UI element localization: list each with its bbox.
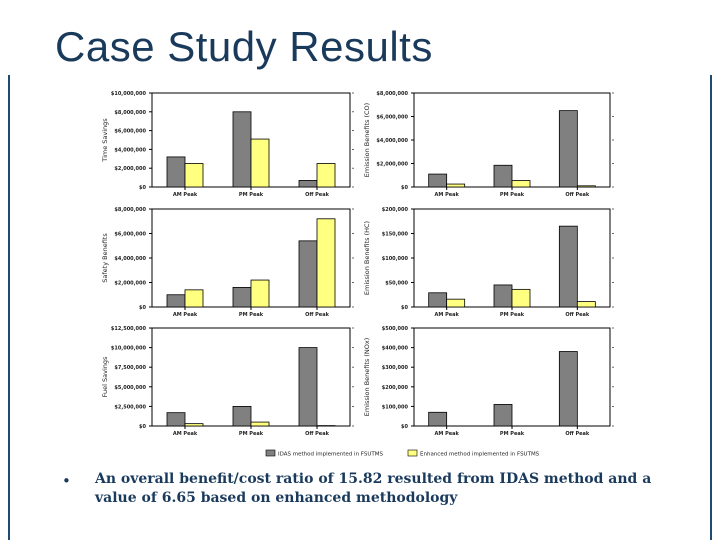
chart-3-bar-enhanced-1	[184, 289, 204, 308]
chart-1-bar-enhanced-3	[316, 163, 336, 188]
chart-4-bar-enhanced-1	[446, 298, 466, 308]
chart-1-x-tick-label: PM Peak	[239, 192, 264, 198]
chart-4-x-tick-label: PM Peak	[500, 312, 525, 318]
chart-3-y-tick-label: $4,000,000	[114, 256, 146, 262]
chart-6-bar-idas-1	[428, 411, 448, 427]
chart-5-y-tick-label: $2,500,000	[114, 404, 146, 410]
title-band	[0, 0, 720, 75]
chart-4-y-tick-label: $50,000	[385, 281, 408, 287]
chart-5-bar-enhanced-1	[184, 423, 204, 427]
chart-4-bar-idas-1	[428, 292, 448, 308]
chart-3-y-tick-label: $6,000,000	[114, 232, 146, 238]
bullet-marker: •	[62, 472, 71, 490]
chart-2-x-tick-label: AM Peak	[434, 192, 459, 198]
conclusion-text: An overall benefit/cost ratio of 15.82 r…	[95, 471, 652, 506]
chart-2-bar-idas-1	[428, 173, 448, 188]
legend-label-idas: IDAS method implemented in FSUTMS	[278, 452, 383, 458]
chart-4-x-tick-label: Off Peak	[565, 312, 589, 318]
slide-content-area: $0 $2,000,000 $4,000,000 $6,000,000 $8,000,0…	[8, 75, 712, 540]
chart-6-y-tick-label: $500,000	[382, 326, 409, 332]
chart-6-y-tick-label: $300,000	[382, 365, 409, 371]
chart-5-bar-idas-2	[232, 405, 252, 427]
chart-6-x-tick-label: AM Peak	[434, 431, 459, 437]
chart-5-x-tick-label: PM Peak	[239, 431, 264, 437]
chart-6-y-tick-label: $400,000	[382, 346, 409, 352]
chart-3-x-tick-label: PM Peak	[239, 312, 264, 318]
chart-5-x-tick-label: AM Peak	[173, 431, 198, 437]
chart-2-x-tick-label: Off Peak	[565, 192, 589, 198]
chart-6-bar-idas-2	[493, 404, 513, 427]
chart-1-x-tick-label: Off Peak	[305, 192, 329, 198]
legend-swatch-enhanced	[407, 449, 418, 457]
chart-4-y-tick-label: $0	[401, 305, 408, 311]
chart-3-bar-idas-3	[298, 240, 318, 308]
chart-2-bar-idas-2	[493, 164, 513, 188]
chart-2-bar-enhanced-2	[511, 180, 531, 188]
slide-title: Case Study Results	[55, 23, 433, 70]
chart-3-bar-enhanced-3	[316, 218, 336, 308]
chart-2-y-axis-label: Emission Benefits (CO)	[363, 103, 371, 177]
chart-1-y-axis-label: Time Savings	[101, 118, 109, 163]
charts-panel: $0 $2,000,000 $4,000,000 $6,000,000 $8,000,0…	[101, 91, 614, 458]
chart-5-y-tick-label: $7,500,000	[114, 365, 146, 371]
chart-3-x-tick-label: Off Peak	[305, 312, 329, 318]
chart-5-y-tick-label: $0	[139, 424, 146, 430]
chart-5-y-axis-label: Fuel Savings	[101, 356, 109, 397]
chart-4-y-tick-label: $100,000	[382, 256, 409, 262]
chart-3-x-tick-label: AM Peak	[173, 312, 198, 318]
legend-swatch-idas	[265, 449, 276, 457]
chart-5-bar-idas-3	[298, 347, 318, 427]
chart-6-y-tick-label: $100,000	[382, 404, 409, 410]
chart-1-y-tick-label: $4,000,000	[114, 147, 146, 153]
chart-4-y-axis-label: Emission Benefits (HC)	[363, 221, 371, 295]
chart-2-bar-enhanced-3	[576, 185, 596, 188]
chart-4-y-tick-label: $200,000	[382, 207, 409, 213]
chart-2-y-tick-label: $6,000,000	[376, 115, 408, 121]
legend-label-enhanced: Enhanced method implemented in FSUTMS	[420, 452, 540, 458]
chart-6-x-tick-label: PM Peak	[500, 431, 525, 437]
chart-6-y-axis-label: Emission Benefits (NOx)	[363, 338, 371, 417]
chart-1-y-tick-label: $2,000,000	[114, 166, 146, 172]
chart-3-y-tick-label: $0	[139, 305, 146, 311]
chart-2-bar-idas-3	[558, 110, 578, 188]
chart-1-bar-idas-1	[166, 156, 186, 188]
chart-3-y-tick-label: $8,000,000	[114, 207, 146, 213]
chart-4-y-tick-label: $150,000	[382, 232, 409, 238]
chart-4-bar-enhanced-3	[576, 301, 596, 308]
chart-4-bar-enhanced-2	[511, 288, 531, 308]
chart-1-bar-enhanced-2	[250, 138, 270, 188]
chart-5-x-tick-label: Off Peak	[305, 431, 329, 437]
chart-4-bar-idas-3	[558, 225, 578, 308]
chart-3-y-axis-label: Safety Benefits	[101, 233, 109, 283]
chart-1-x-tick-label: AM Peak	[173, 192, 198, 198]
chart-3-bar-enhanced-2	[250, 279, 270, 308]
chart-4-x-tick-label: AM Peak	[434, 312, 459, 318]
chart-6-bar-idas-3	[558, 351, 578, 427]
chart-2-y-tick-label: $4,000,000	[376, 138, 408, 144]
chart-3-y-tick-label: $2,000,000	[114, 281, 146, 287]
chart-3-bar-idas-2	[232, 286, 252, 308]
chart-5-bar-enhanced-2	[250, 421, 270, 427]
chart-1-bar-idas-3	[298, 180, 318, 188]
chart-1-y-tick-label: $0	[139, 185, 146, 191]
chart-6-y-tick-label: $0	[401, 424, 408, 430]
chart-4-bar-idas-2	[493, 284, 513, 308]
chart-5-y-tick-label: $10,000,000	[111, 346, 147, 352]
chart-2-bar-enhanced-1	[446, 183, 466, 188]
chart-1-y-tick-label: $8,000,000	[114, 110, 146, 116]
chart-1-y-tick-label: $6,000,000	[114, 129, 146, 135]
chart-2-y-tick-label: $2,000,000	[376, 162, 408, 168]
chart-5-bar-idas-1	[166, 412, 186, 427]
chart-3-bar-idas-1	[166, 294, 186, 308]
chart-1-bar-idas-2	[232, 111, 252, 188]
chart-6-x-tick-label: Off Peak	[565, 431, 589, 437]
chart-5-y-tick-label: $12,500,000	[111, 326, 147, 332]
chart-2-y-tick-label: $0	[401, 185, 408, 191]
chart-2-x-tick-label: PM Peak	[500, 192, 525, 198]
chart-1-y-tick-label: $10,000,000	[111, 91, 147, 97]
chart-2-y-tick-label: $8,000,000	[376, 91, 408, 97]
chart-1-bar-enhanced-1	[184, 163, 204, 188]
chart-5-y-tick-label: $5,000,000	[114, 385, 146, 391]
chart-6-y-tick-label: $200,000	[382, 385, 409, 391]
